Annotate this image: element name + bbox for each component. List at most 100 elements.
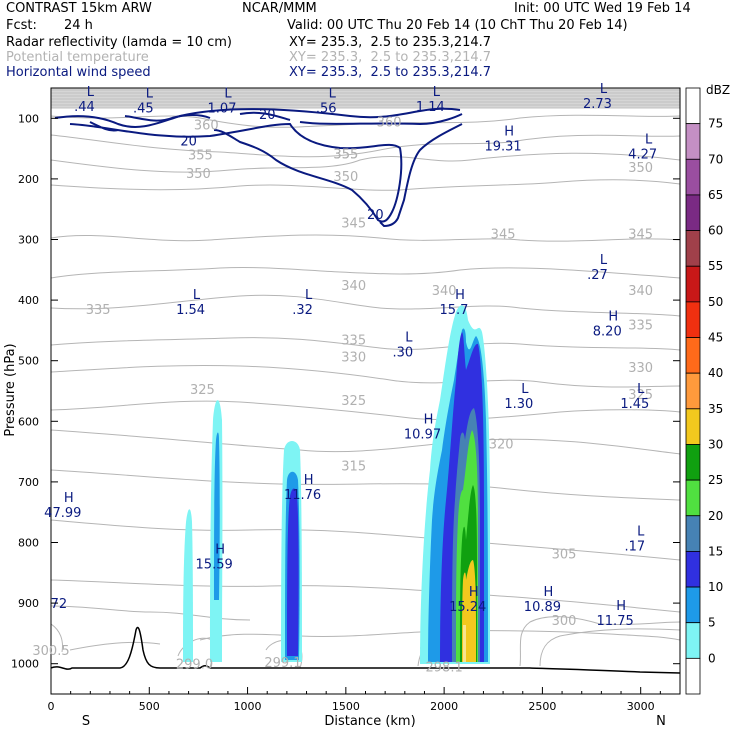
theta-contour-label: 340 <box>628 284 653 299</box>
colorbar-level-label: 35 <box>708 402 723 416</box>
terrain-line <box>51 626 680 674</box>
high-low-value: 1.14 <box>416 100 445 115</box>
colorbar-swatch <box>685 123 701 160</box>
theta-contour-label: 345 <box>341 217 366 232</box>
y-tick-label: 800 <box>18 537 39 550</box>
high-low-value: 15.59 <box>196 558 233 573</box>
high-low-mark: L <box>521 382 529 397</box>
y-tick-label: 600 <box>18 415 39 428</box>
high-low-mark: H <box>215 543 225 558</box>
y-tick-label: 100 <box>18 112 39 125</box>
theta-contour-label: 350 <box>628 161 653 176</box>
left-title: CONTRAST 15km ARW <box>6 1 152 16</box>
field-reflectivity-xy: XY= 235.3, 2.5 to 235.3,214.7 <box>289 35 492 50</box>
theta-contour-label: 360 <box>194 118 219 133</box>
x-tick-label: 2000 <box>430 700 458 713</box>
reflectivity-cells <box>183 305 490 664</box>
high-low-value: .17 <box>624 539 645 554</box>
high-low-mark: H <box>64 491 74 506</box>
high-low-value: 4.27 <box>628 147 657 162</box>
colorbar-level-label: 60 <box>708 224 723 238</box>
high-low-value: .44 <box>74 100 95 115</box>
y-tick-label: 500 <box>18 355 39 368</box>
colorbar-level-label: 50 <box>708 295 723 309</box>
colorbar-swatch <box>685 479 701 517</box>
colorbar-swatch <box>685 657 701 695</box>
theta-contour-label: 305 <box>552 547 577 562</box>
x-tick-label: 1500 <box>332 700 360 713</box>
theta-contour-label: 315 <box>341 460 366 475</box>
colorbar-level-label: 40 <box>708 366 723 380</box>
theta-contour-label: 325 <box>628 388 653 403</box>
colorbar-swatch <box>685 301 701 338</box>
high-low-mark: H <box>455 288 465 303</box>
y-tick-label: 700 <box>18 476 39 489</box>
colorbar-swatch <box>685 372 701 410</box>
high-low-value: 19.31 <box>484 140 521 155</box>
x-tick-label: 500 <box>139 700 160 713</box>
x-tick-label: 0 <box>48 700 55 713</box>
high-low-mark: L <box>433 85 441 100</box>
high-low-mark: L <box>637 524 645 539</box>
high-low-value: .32 <box>292 303 313 318</box>
colorbar-level-label: 20 <box>708 509 723 523</box>
field-wind-name: Horizontal wind speed <box>6 65 151 80</box>
high-low-mark: L <box>637 382 645 397</box>
center-title: NCAR/MMM <box>242 1 317 16</box>
theta-contour-label: 345 <box>628 227 653 242</box>
wind-contour-label: 20 <box>367 208 384 223</box>
theta-contour-label: 335 <box>341 333 366 348</box>
field-theta-xy: XY= 235.3, 2.5 to 235.3,214.7 <box>289 50 492 65</box>
colorbar-level-label: 10 <box>708 580 723 594</box>
high-low-value: .30 <box>393 346 414 361</box>
colorbar-swatch <box>685 265 701 303</box>
high-low-mark: H <box>504 125 514 140</box>
theta-contours <box>51 114 680 651</box>
high-low-value: 1.45 <box>620 397 649 412</box>
theta-contour-label: 300.5 <box>32 644 69 659</box>
colorbar-swatch <box>685 515 701 552</box>
x-tick-label: 2500 <box>528 700 556 713</box>
high-low-mark: H <box>304 473 314 488</box>
south-label: S <box>82 714 90 729</box>
high-low-value: 15.7 <box>439 303 468 318</box>
high-low-value: 10.97 <box>404 427 441 442</box>
y-tick-label: 400 <box>18 294 39 307</box>
high-low-value: 11.76 <box>284 488 321 503</box>
y-tick-label: 300 <box>18 234 39 247</box>
high-low-value: 15.24 <box>449 600 486 615</box>
high-low-value: 8.20 <box>593 324 622 339</box>
colorbar-level-label: 5 <box>708 616 716 630</box>
colorbar-level-label: 65 <box>708 188 723 202</box>
theta-contour-label: 298.1 <box>426 661 463 676</box>
theta-contour-label: 330 <box>628 361 653 376</box>
theta-contour-label: 350 <box>333 170 358 185</box>
field-theta-name: Potential temperature <box>6 50 149 65</box>
theta-contour-label: 325 <box>341 394 366 409</box>
colorbar-swatch <box>685 444 701 481</box>
high-low-mark: L <box>305 288 313 303</box>
colorbar-level-label: 25 <box>708 473 723 487</box>
high-low-value: .56 <box>316 101 337 116</box>
colorbar-swatch <box>685 622 701 659</box>
high-low-value: 2.73 <box>583 97 612 112</box>
high-low-value: 1.54 <box>176 303 205 318</box>
wind-contour-labels: 20 20 20 <box>180 108 383 223</box>
high-low-mark: L <box>87 85 95 100</box>
theta-contour-label: 335 <box>628 318 653 333</box>
high-low-mark: H <box>544 585 554 600</box>
theta-contour-label: 320 <box>489 438 514 453</box>
y-tick-label: 200 <box>18 173 39 186</box>
colorbar-level-label: 70 <box>708 152 723 166</box>
colorbar-level-label: 75 <box>708 117 723 131</box>
theta-contour-label: 299.1 <box>264 656 301 671</box>
high-low-value: 47.99 <box>44 506 81 521</box>
colorbar-swatch <box>685 337 701 374</box>
high-low-value: 10.89 <box>524 600 561 615</box>
init-time: Init: 00 UTC Wed 19 Feb 14 <box>514 1 691 16</box>
high-low-mark: H <box>469 585 479 600</box>
colorbar-swatch <box>685 586 701 624</box>
fcst-label: Fcst: <box>6 18 37 33</box>
x-tick-label: 1000 <box>234 700 262 713</box>
